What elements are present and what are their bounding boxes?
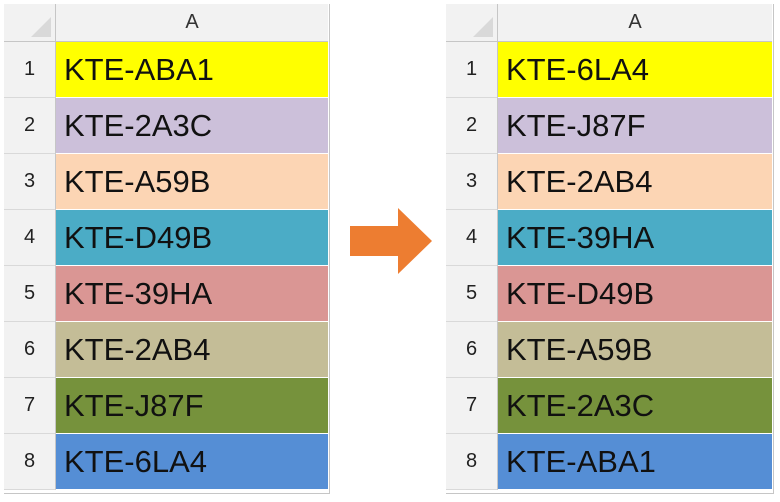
row-header-4[interactable]: 4 <box>446 210 498 266</box>
row-header-6[interactable]: 6 <box>446 322 498 378</box>
cell-a8[interactable]: KTE-6LA4 <box>56 434 328 490</box>
row-header-2[interactable]: 2 <box>4 98 56 154</box>
row-header-8[interactable]: 8 <box>446 434 498 490</box>
row-header-1[interactable]: 1 <box>4 42 56 98</box>
cell-a5[interactable]: KTE-39HA <box>56 266 328 322</box>
cell-a1[interactable]: KTE-6LA4 <box>498 42 772 98</box>
select-all-triangle-icon <box>473 17 493 37</box>
cell-a6[interactable]: KTE-2AB4 <box>56 322 328 378</box>
cell-a2[interactable]: KTE-2A3C <box>56 98 328 154</box>
row-header-7[interactable]: 7 <box>446 378 498 434</box>
cell-a7[interactable]: KTE-2A3C <box>498 378 772 434</box>
sheet-after: A 1 KTE-6LA4 2 KTE-J87F 3 KTE-2AB4 4 KTE-39HA 5 K… <box>446 4 774 494</box>
cell-a4[interactable]: KTE-39HA <box>498 210 772 266</box>
cell-a6[interactable]: KTE-A59B <box>498 322 772 378</box>
select-all-corner[interactable] <box>4 4 56 42</box>
select-all-triangle-icon <box>31 17 51 37</box>
cell-a7[interactable]: KTE-J87F <box>56 378 328 434</box>
row-header-1[interactable]: 1 <box>446 42 498 98</box>
sheet-before: A 1 KTE-ABA1 2 KTE-2A3C 3 KTE-A59B 4 KTE-D49B 5 K… <box>4 4 330 494</box>
row-header-4[interactable]: 4 <box>4 210 56 266</box>
select-all-corner[interactable] <box>446 4 498 42</box>
cell-a5[interactable]: KTE-D49B <box>498 266 772 322</box>
row-header-6[interactable]: 6 <box>4 322 56 378</box>
cell-a2[interactable]: KTE-J87F <box>498 98 772 154</box>
cell-a3[interactable]: KTE-A59B <box>56 154 328 210</box>
row-header-3[interactable]: 3 <box>4 154 56 210</box>
cell-a8[interactable]: KTE-ABA1 <box>498 434 772 490</box>
column-header-a[interactable]: A <box>498 4 772 42</box>
row-header-7[interactable]: 7 <box>4 378 56 434</box>
row-header-5[interactable]: 5 <box>4 266 56 322</box>
row-header-2[interactable]: 2 <box>446 98 498 154</box>
cell-a1[interactable]: KTE-ABA1 <box>56 42 328 98</box>
row-header-5[interactable]: 5 <box>446 266 498 322</box>
row-header-3[interactable]: 3 <box>446 154 498 210</box>
cell-a3[interactable]: KTE-2AB4 <box>498 154 772 210</box>
right-arrow-icon <box>350 208 432 274</box>
row-header-8[interactable]: 8 <box>4 434 56 490</box>
column-header-a[interactable]: A <box>56 4 328 42</box>
cell-a4[interactable]: KTE-D49B <box>56 210 328 266</box>
